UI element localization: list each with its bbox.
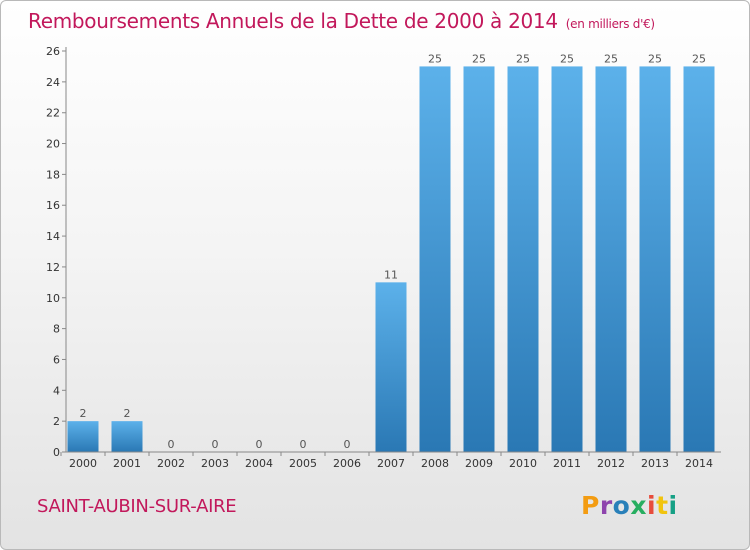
y-tick-label-20: 20 [46,138,60,151]
bar-2013 [639,66,671,452]
y-tick-label-18: 18 [46,168,60,181]
y-tick-label-16: 16 [46,199,60,212]
y-tick-label-26: 26 [46,45,60,58]
unit-label: (en milliers d'€) [565,17,655,31]
value-label-2013: 25 [648,52,662,65]
y-tick-label-6: 6 [53,353,60,366]
bar-2012 [595,66,627,452]
value-label-2008: 25 [428,52,442,65]
bar-2007 [375,282,407,452]
x-tick-label-2005: 2005 [289,457,317,470]
bar-2009 [463,66,495,452]
logo-letter: t [656,491,669,520]
x-tick-label-2010: 2010 [509,457,537,470]
logo-letter: i [668,491,678,520]
labels-group: 2200022001020020200302004020050200611200… [46,45,713,470]
x-tick-label-2011: 2011 [553,457,581,470]
x-tick-label-2003: 2003 [201,457,229,470]
y-tick-label-0: 0 [53,446,60,459]
y-tick-label-10: 10 [46,292,60,305]
logo-letter: P [581,491,600,520]
bar-2008 [419,66,451,452]
logo-letter: r [599,491,613,520]
logo-letter: x [630,491,647,520]
value-label-2002: 0 [168,438,175,451]
value-label-2012: 25 [604,52,618,65]
x-tick-label-2012: 2012 [597,457,625,470]
value-label-2000: 2 [80,407,87,420]
logo-letter: o [612,491,631,520]
bar-2010 [507,66,539,452]
value-label-2003: 0 [212,438,219,451]
bars-group [67,66,715,452]
y-tick-label-24: 24 [46,76,60,89]
value-label-2011: 25 [560,52,574,65]
y-tick-label-14: 14 [46,230,60,243]
x-tick-label-2000: 2000 [69,457,97,470]
value-label-2004: 0 [256,438,263,451]
value-label-2009: 25 [472,52,486,65]
x-tick-label-2004: 2004 [245,457,273,470]
y-tick-label-4: 4 [53,384,60,397]
x-tick-label-2008: 2008 [421,457,449,470]
value-label-2005: 0 [300,438,307,451]
x-tick-label-2014: 2014 [685,457,713,470]
axes-group [60,47,721,456]
y-tick-label-22: 22 [46,107,60,120]
value-label-2007: 11 [384,268,398,281]
proxiti-logo: Proxiti [581,491,678,520]
y-tick-label-2: 2 [53,415,60,428]
x-tick-label-2009: 2009 [465,457,493,470]
bar-2011 [551,66,583,452]
x-tick-label-2006: 2006 [333,457,361,470]
x-tick-label-2002: 2002 [157,457,185,470]
y-tick-label-12: 12 [46,261,60,274]
bar-2014 [683,66,715,452]
title-text: Remboursements Annuels de la Dette de 20… [28,9,558,33]
x-tick-label-2007: 2007 [377,457,405,470]
value-label-2006: 0 [344,438,351,451]
bar-2000 [67,421,99,452]
x-tick-label-2013: 2013 [641,457,669,470]
city-name: SAINT-AUBIN-SUR-AIRE [37,496,237,517]
y-tick-label-8: 8 [53,323,60,336]
bar-2001 [111,421,143,452]
value-label-2014: 25 [692,52,706,65]
value-label-2001: 2 [124,407,131,420]
value-label-2010: 25 [516,52,530,65]
x-tick-label-2001: 2001 [113,457,141,470]
logo-letter: i [647,491,657,520]
chart-title: Remboursements Annuels de la Dette de 20… [28,9,655,33]
